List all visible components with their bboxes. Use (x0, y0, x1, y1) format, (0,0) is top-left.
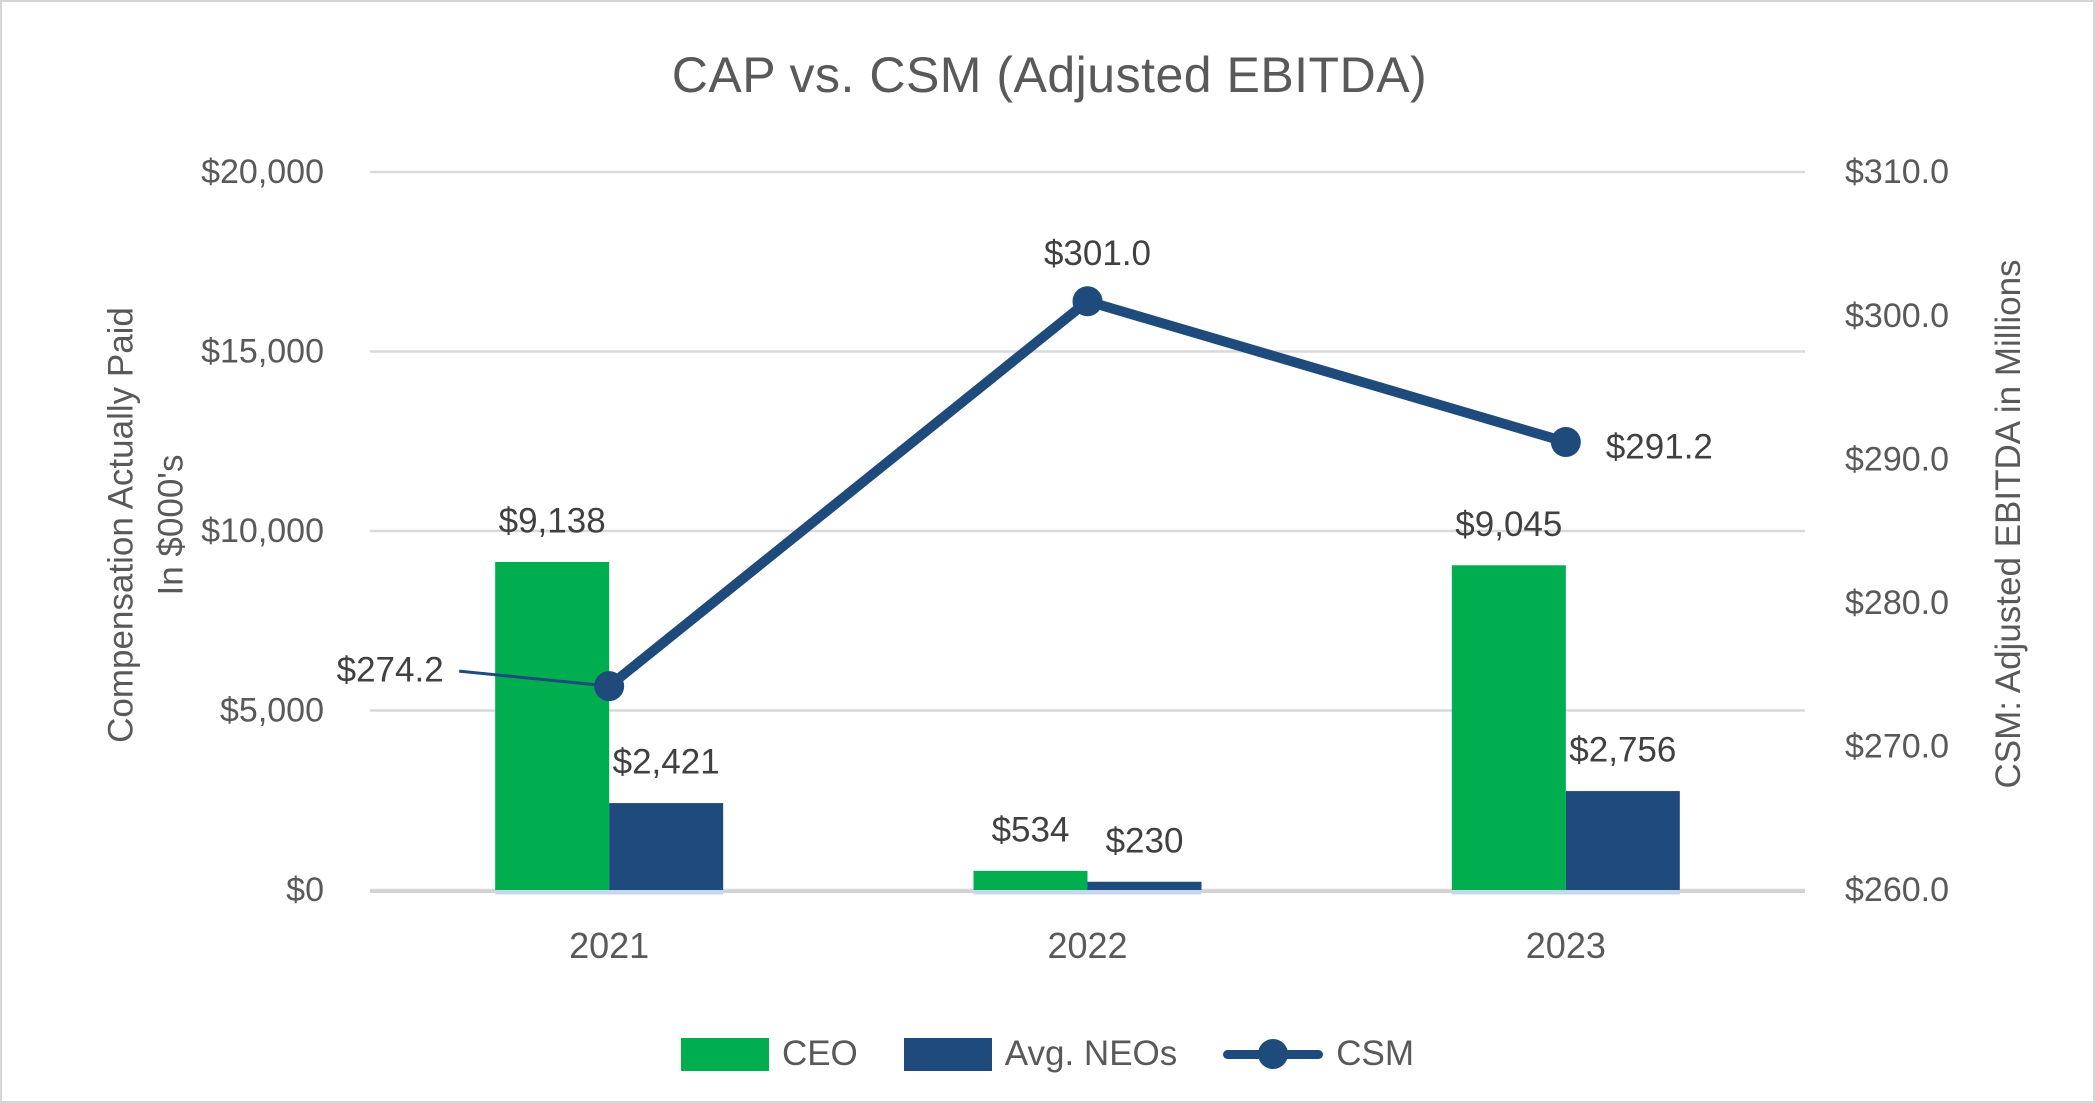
bar-label-neos-2022: $230 (1106, 821, 1184, 860)
legend-item-csm: CSM (1223, 1034, 1414, 1074)
legend-label-neos: Avg. NEOs (1004, 1034, 1178, 1073)
bar-label-ceo-2021: $9,138 (499, 501, 606, 540)
legend-swatch-neos (903, 1037, 992, 1071)
right-tick-label: $300.0 (1845, 297, 1949, 335)
csm-line (604, 296, 1571, 692)
left-tick-label: $0 (286, 871, 324, 909)
x-label-2021: 2021 (569, 925, 649, 966)
left-tick-label: $5,000 (220, 692, 324, 730)
left-tick-label: $15,000 (201, 333, 324, 371)
leader-line-csm-2021 (459, 669, 600, 687)
bar-ceo-2021 (495, 561, 610, 890)
legend-label-csm: CSM (1336, 1034, 1415, 1073)
x-label-2023: 2023 (1526, 925, 1606, 966)
chart-title: CAP vs. CSM (Adjusted EBITDA) (671, 47, 1428, 103)
legend: CEO Avg. NEOs CSM (2, 1034, 2093, 1074)
x-label-2022: 2022 (1047, 925, 1127, 966)
csm-marker-2021 (594, 671, 625, 702)
csm-label-2022: $301.0 (1044, 234, 1151, 273)
right-tick-label: $280.0 (1845, 584, 1949, 622)
csm-label-2021: $274.2 (337, 651, 444, 690)
legend-item-neos: Avg. NEOs (903, 1034, 1178, 1074)
right-tick-label: $260.0 (1845, 871, 1949, 909)
legend-swatch-csm (1223, 1039, 1324, 1069)
legend-label-ceo: CEO (781, 1034, 858, 1073)
bar-label-ceo-2023: $9,045 (1455, 505, 1562, 544)
bar-ceo-2022 (973, 870, 1088, 890)
left-tick-label: $10,000 (201, 512, 324, 550)
csm-marker-2023 (1550, 426, 1581, 457)
legend-swatch-ceo (680, 1037, 769, 1071)
bar-neos-2021 (609, 803, 724, 890)
legend-csm-dot-glyph (1258, 1039, 1289, 1069)
right-tick-label: $310.0 (1845, 153, 1949, 191)
bar-neos-2023 (1565, 791, 1680, 890)
right-tick-label: $290.0 (1845, 440, 1949, 478)
legend-item-ceo: CEO (680, 1034, 858, 1074)
baseline-accent (973, 890, 1202, 895)
bar-label-ceo-2022: $534 (992, 810, 1070, 849)
bar-label-neos-2023: $2,756 (1569, 731, 1676, 770)
right-tick-label: $270.0 (1845, 728, 1949, 766)
csm-marker-2022 (1072, 286, 1103, 317)
left-tick-label: $20,000 (201, 153, 324, 191)
bar-label-neos-2021: $2,421 (613, 743, 720, 782)
bar-neos-2022 (1087, 881, 1202, 890)
bar-ceo-2023 (1451, 565, 1566, 890)
baseline-accent (1451, 890, 1680, 895)
csm-label-2023: $291.2 (1606, 428, 1713, 467)
baseline-accent (495, 890, 724, 895)
